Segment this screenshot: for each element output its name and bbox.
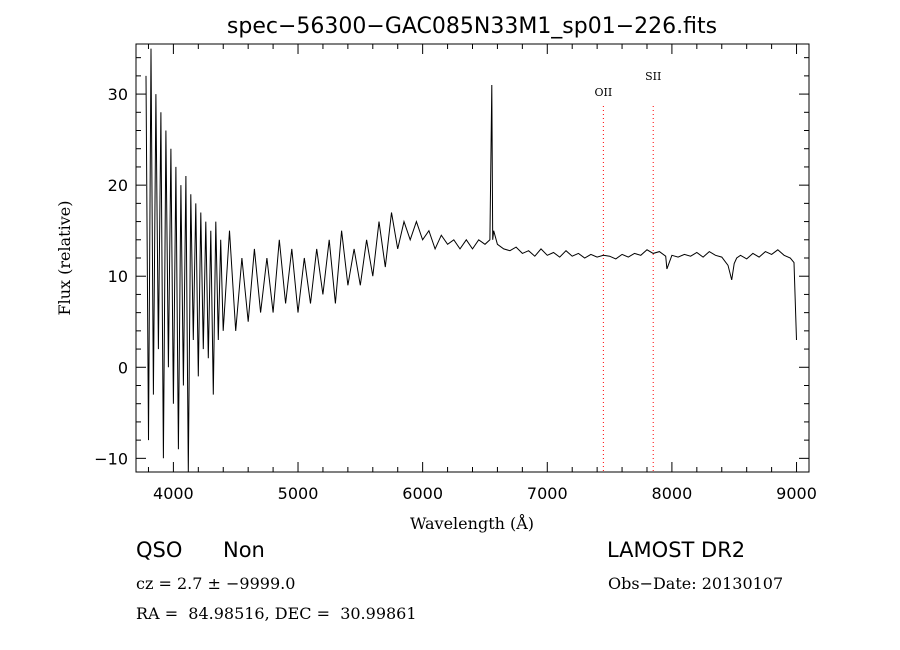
y-tick-label: 30 [108,85,128,104]
emission-line-label: SII [645,70,661,83]
axis-ticks: 4000 5000 6000 7000 8000 9000 −10 0 10 20 30 [94,44,817,503]
observation-date: Obs−Date: 20130107 [608,574,784,593]
x-tick-label: 8000 [652,484,693,503]
spectrum-line [145,48,797,473]
plot-frame [135,43,810,473]
redshift-cz: cz = 2.7 ± −9999.0 [136,574,296,593]
y-tick-label: 0 [118,358,128,377]
y-tick-label: 20 [108,176,128,195]
object-class: QSO [136,538,183,562]
x-tick-label: 7000 [527,484,568,503]
emission-line-markers: OII SII [595,70,661,472]
x-tick-label: 5000 [278,484,319,503]
emission-line-label: OII [595,86,613,99]
x-tick-label: 6000 [402,484,443,503]
y-tick-label: 10 [108,267,128,286]
x-tick-label: 9000 [776,484,817,503]
y-tick-label: −10 [94,449,128,468]
survey-name: LAMOST DR2 [607,538,746,562]
x-tick-label: 4000 [153,484,194,503]
object-subclass: Non [223,538,265,562]
sky-coordinates: RA = 84.98516, DEC = 30.99861 [136,604,417,623]
y-axis-label: Flux (relative) [55,201,74,316]
chart-title: spec−56300−GAC085N33M1_sp01−226.fits [227,14,717,39]
x-axis-label: Wavelength (Å) [410,513,534,533]
